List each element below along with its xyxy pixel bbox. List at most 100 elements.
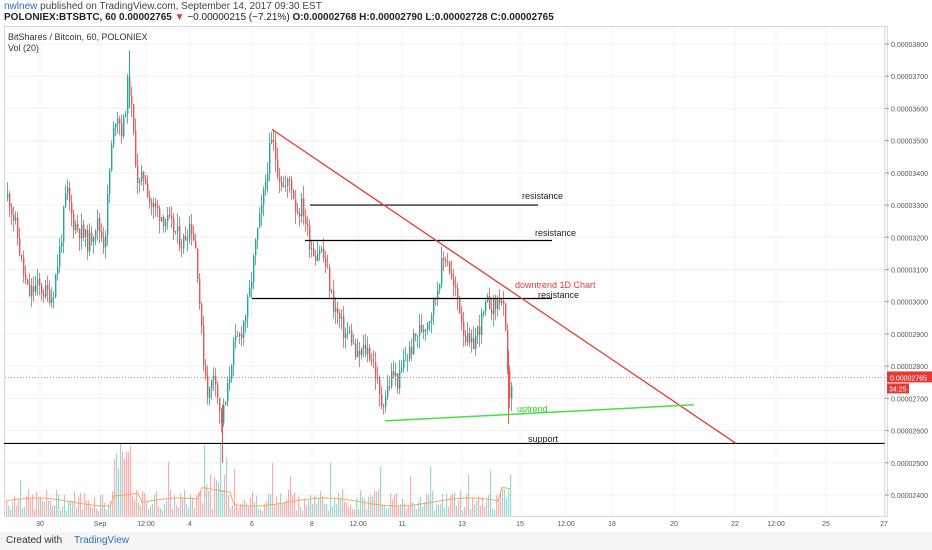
candle-body (309, 225, 311, 250)
candle-body (87, 229, 89, 252)
candle-body (381, 394, 383, 407)
x-tick-label: 15 (516, 521, 524, 528)
volume-bar (498, 499, 500, 516)
tradingview-brand[interactable]: TradingView (74, 535, 130, 546)
candle-body (131, 95, 133, 105)
volume-bar (286, 499, 288, 516)
candle-body (251, 281, 253, 288)
volume-bar (20, 479, 22, 516)
volume-bar (398, 506, 400, 516)
candle-body (91, 232, 93, 243)
candle-body (79, 229, 81, 239)
candle-body (275, 141, 277, 160)
candle-body (139, 181, 141, 184)
volume-bar (142, 491, 144, 516)
volume-bar (236, 503, 238, 516)
last-price: 0.00002765 (119, 12, 172, 23)
volume-bar (72, 500, 74, 516)
candle-body (451, 273, 453, 279)
candle-body (167, 214, 169, 222)
volume-bar (340, 497, 342, 516)
volume-bar (94, 497, 96, 516)
candle-body (479, 326, 481, 335)
candle-body (407, 358, 409, 360)
volume-bar (316, 503, 318, 516)
volume-bar (30, 498, 32, 516)
footer-bar: Created with TradingView (0, 532, 932, 550)
volume-bar (230, 508, 232, 516)
volume-bar (314, 495, 316, 516)
candle-body (155, 203, 157, 207)
volume-bar (70, 500, 72, 516)
candle-body (363, 344, 365, 349)
candle-body (491, 309, 493, 314)
candle-body (287, 178, 289, 186)
volume-bar (190, 494, 192, 516)
volume-bar (32, 493, 34, 516)
candle-body (355, 343, 357, 357)
candle-body (485, 301, 487, 312)
candle-body (63, 206, 65, 243)
volume-bar (134, 499, 136, 516)
volume-bar (194, 507, 196, 516)
candle-body (341, 316, 343, 319)
candle-body (141, 171, 143, 182)
volume-bar (476, 500, 478, 516)
published-text: published on TradingView.com, September … (40, 1, 322, 12)
candle-body (389, 386, 391, 388)
candle-body (53, 297, 55, 299)
candle-body (289, 178, 291, 181)
volume-bar (46, 489, 48, 516)
volume-bar (442, 494, 444, 516)
support-label: support (528, 434, 559, 444)
candle-body (95, 230, 97, 238)
downtrend-line[interactable] (271, 128, 737, 444)
candle-body (31, 286, 33, 296)
candle-body (231, 365, 233, 379)
author-link[interactable]: nwlnew (4, 1, 38, 12)
candle-body (303, 198, 305, 217)
chart-frame[interactable] (4, 26, 888, 517)
candle-body (71, 202, 73, 215)
volume-bar (262, 510, 264, 516)
candle-body (445, 260, 447, 263)
volume-bar (304, 498, 306, 516)
candle-body (125, 114, 127, 117)
candle-body (465, 335, 467, 342)
uptrend-line[interactable] (384, 404, 695, 422)
volume-bar (408, 505, 410, 516)
volume-bar (352, 508, 354, 516)
price-chart[interactable]: resistance resistance resistance support dow… (0, 0, 932, 532)
candle-body (337, 308, 339, 314)
candle-body (189, 223, 191, 240)
volume-bar (440, 504, 442, 516)
volume-bar (424, 501, 426, 516)
volume-bar (266, 501, 268, 516)
candle-body (57, 266, 59, 275)
volume-bar (328, 510, 330, 516)
candle-body (113, 127, 115, 145)
volume-bar (16, 505, 18, 516)
candle-body (435, 298, 437, 300)
volume-bar (322, 496, 324, 516)
candle-body (241, 333, 243, 339)
volume-bar (14, 496, 16, 516)
x-tick-label: 12:00 (349, 521, 367, 528)
volume-bar (502, 488, 504, 516)
candle-body (265, 181, 267, 191)
candle-body (77, 223, 79, 230)
candle-body (261, 204, 263, 214)
y-tick-label: 0.00002900 (891, 332, 928, 339)
candle-body (455, 285, 457, 288)
volume-bar (174, 495, 176, 516)
candle-body (27, 279, 29, 285)
candle-body (463, 322, 465, 336)
candle-body (237, 335, 239, 337)
y-tick-label: 0.00003300 (891, 203, 928, 210)
volume-bar (482, 497, 484, 516)
volume-bar (338, 492, 340, 516)
volume-bar (206, 484, 208, 516)
candle-body (107, 193, 109, 236)
volume-bar (126, 451, 128, 516)
volume-bar (44, 501, 46, 516)
